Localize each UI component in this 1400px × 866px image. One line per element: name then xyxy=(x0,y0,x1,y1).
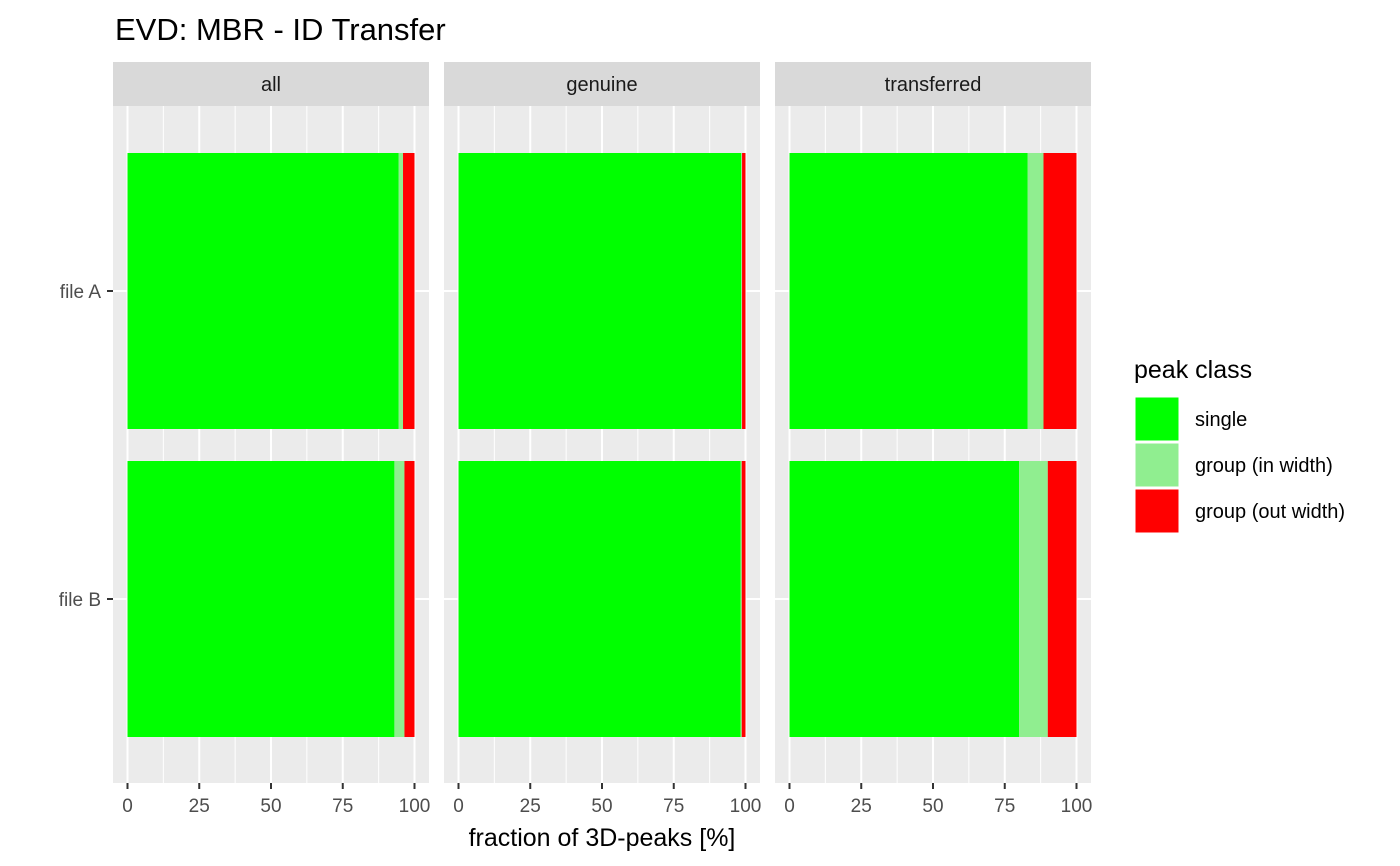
facet-transferred: transferredfile A — single: 83file A — g… xyxy=(775,62,1092,817)
bar-segment: file A — group (in width): 1.5 xyxy=(398,153,404,429)
y-tick-label: file B xyxy=(59,590,101,611)
bar-segment: file A — group (in width): 5.5 xyxy=(1027,153,1044,429)
bar-segment: file B — single: 80 xyxy=(789,461,1020,737)
bar-segment: file B — single: 93 xyxy=(127,461,395,737)
x-tick-label: 100 xyxy=(399,796,431,817)
bar-segment: file B — group (in width): 0.4 xyxy=(740,461,742,737)
y-axis: file A file B xyxy=(59,282,113,611)
x-tick-label: 25 xyxy=(520,796,541,817)
x-tick-label: 0 xyxy=(122,796,133,817)
x-tick-label: 100 xyxy=(730,796,762,817)
facet-strip-label: all xyxy=(261,74,281,96)
x-tick-label: 50 xyxy=(260,796,281,817)
legend-label-single: single xyxy=(1195,409,1247,431)
facet-genuine: genuine file A — single: 98.5file A — gro… xyxy=(444,62,761,817)
legend-label-group-out-width: group (out width) xyxy=(1195,501,1345,523)
x-tick-label: 25 xyxy=(851,796,872,817)
x-tick-label: 50 xyxy=(922,796,943,817)
facet-all: allfile A — single: 94.5file A — group (… xyxy=(113,62,430,817)
bar-segment: file A — group (out width): 1.2 xyxy=(742,153,746,429)
x-axis-title: fraction of 3D-peaks [%] xyxy=(469,824,736,852)
bar-segment: file B — single: 98.3 xyxy=(458,461,741,737)
bar-segment: file B — group (out width): 1.3 xyxy=(741,461,746,737)
bar-segment: file B — group (in width): 10 xyxy=(1019,461,1048,737)
bar-segment: file B — group (in width): 3.5 xyxy=(394,461,405,737)
x-tick-label: 100 xyxy=(1061,796,1093,817)
legend-key-group-in-width xyxy=(1134,442,1180,488)
facet-strip xyxy=(775,62,1091,106)
legend-key-group-out-width xyxy=(1134,488,1180,534)
legend-key-single xyxy=(1134,396,1180,442)
facet-panels: allfile A — single: 94.5file A — group (… xyxy=(113,62,1092,817)
legend-title: peak class xyxy=(1134,356,1252,384)
x-tick-label: 75 xyxy=(663,796,684,817)
bar-segment: file A — single: 83 xyxy=(789,153,1028,429)
bar-segment: file B — group (out width): 3.5 xyxy=(404,461,415,737)
x-tick-label: 0 xyxy=(784,796,795,817)
x-tick-label: 50 xyxy=(591,796,612,817)
bar-segment: file A — group (out width): 4 xyxy=(403,153,415,429)
y-tick-label: file A xyxy=(60,282,102,303)
x-tick-label: 0 xyxy=(453,796,464,817)
x-tick-label: 75 xyxy=(332,796,353,817)
legend-label-group-in-width: group (in width) xyxy=(1195,455,1333,477)
bar-segment: file A — single: 98.5 xyxy=(458,153,742,429)
facet-strip-label: transferred xyxy=(885,74,982,96)
x-tick-label: 25 xyxy=(189,796,210,817)
facet-strip xyxy=(113,62,429,106)
x-tick-label: 75 xyxy=(994,796,1015,817)
bar-segment: file A — single: 94.5 xyxy=(127,153,399,429)
bar-segment: file A — group (in width): 0.3 xyxy=(741,153,743,429)
facet-strip-label: genuine xyxy=(566,74,637,96)
bar-segment: file B — group (out width): 10 xyxy=(1047,461,1077,737)
facet-strip xyxy=(444,62,760,106)
legend: peak class single group (in width) group (… xyxy=(1134,356,1345,534)
chart-title: EVD: MBR - ID Transfer xyxy=(115,12,446,47)
bar-segment: file A — group (out width): 11.5 xyxy=(1043,153,1077,429)
